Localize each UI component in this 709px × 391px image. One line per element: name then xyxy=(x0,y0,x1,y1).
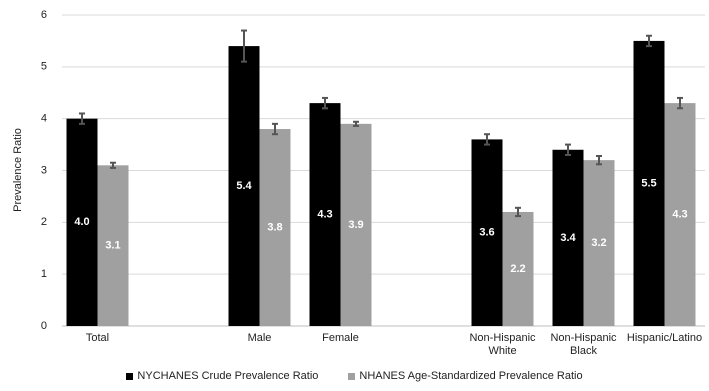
data-label: 3.8 xyxy=(267,221,282,233)
data-label: 3.6 xyxy=(479,227,494,239)
error-bar xyxy=(677,96,683,110)
bar xyxy=(552,149,584,326)
y-tick-label: 2 xyxy=(41,216,47,228)
bar xyxy=(471,139,503,326)
data-label: 2.2 xyxy=(510,263,525,275)
error-bar xyxy=(79,112,85,125)
bar xyxy=(340,123,372,326)
y-axis-title: Prevalence Ratio xyxy=(12,128,24,212)
data-label: 3.2 xyxy=(591,237,606,249)
error-bar xyxy=(272,122,278,136)
data-label: 4.3 xyxy=(672,208,687,220)
error-bar xyxy=(110,161,116,169)
data-label: 3.1 xyxy=(105,240,120,252)
y-tick-label: 4 xyxy=(41,113,47,125)
x-tick-label: Female xyxy=(322,332,359,344)
error-bar xyxy=(322,96,328,110)
data-label: 3.9 xyxy=(348,219,363,231)
legend-item: NYCHANES Crude Prevalence Ratio xyxy=(126,370,318,382)
x-tick-label: Non-Hispanic White xyxy=(469,332,536,357)
error-bar xyxy=(484,133,490,146)
bar xyxy=(259,129,291,326)
legend-label: NYCHANES Crude Prevalence Ratio xyxy=(137,370,319,382)
y-tick-label: 5 xyxy=(41,61,47,73)
error-bar xyxy=(565,143,571,156)
legend-swatch xyxy=(348,372,356,380)
data-label: 4.3 xyxy=(317,208,332,220)
bar xyxy=(228,46,260,326)
x-tick-label: Hispanic/Latino xyxy=(626,332,703,344)
bar xyxy=(309,103,341,326)
legend: NYCHANES Crude Prevalence Ratio NHANES Ag… xyxy=(0,370,709,382)
legend-swatch xyxy=(126,372,134,380)
y-tick-label: 1 xyxy=(41,268,47,280)
y-tick-label: 6 xyxy=(41,9,47,21)
error-bar xyxy=(515,206,521,218)
bar xyxy=(97,165,129,326)
x-tick-label: Total xyxy=(85,332,110,344)
legend-item: NHANES Age-Standardized Prevalence Ratio xyxy=(348,370,583,382)
data-label: 4.0 xyxy=(74,216,89,228)
data-label: 5.4 xyxy=(236,180,252,192)
x-tick-label: Non-Hispanic Black xyxy=(550,332,617,357)
error-bar xyxy=(596,154,602,166)
data-label: 5.5 xyxy=(641,177,656,189)
bar xyxy=(66,118,98,327)
error-bar xyxy=(353,120,359,127)
bar xyxy=(633,40,665,327)
bar xyxy=(583,160,615,326)
error-bar xyxy=(646,34,652,48)
legend-label: NHANES Age-Standardized Prevalence Ratio xyxy=(359,370,583,382)
y-tick-label: 3 xyxy=(41,164,47,176)
bar xyxy=(664,103,696,326)
x-tick-label: Male xyxy=(247,332,272,344)
error-bar xyxy=(241,29,247,63)
data-label: 3.4 xyxy=(560,232,576,244)
bar xyxy=(502,211,534,326)
y-tick-label: 0 xyxy=(41,320,47,332)
